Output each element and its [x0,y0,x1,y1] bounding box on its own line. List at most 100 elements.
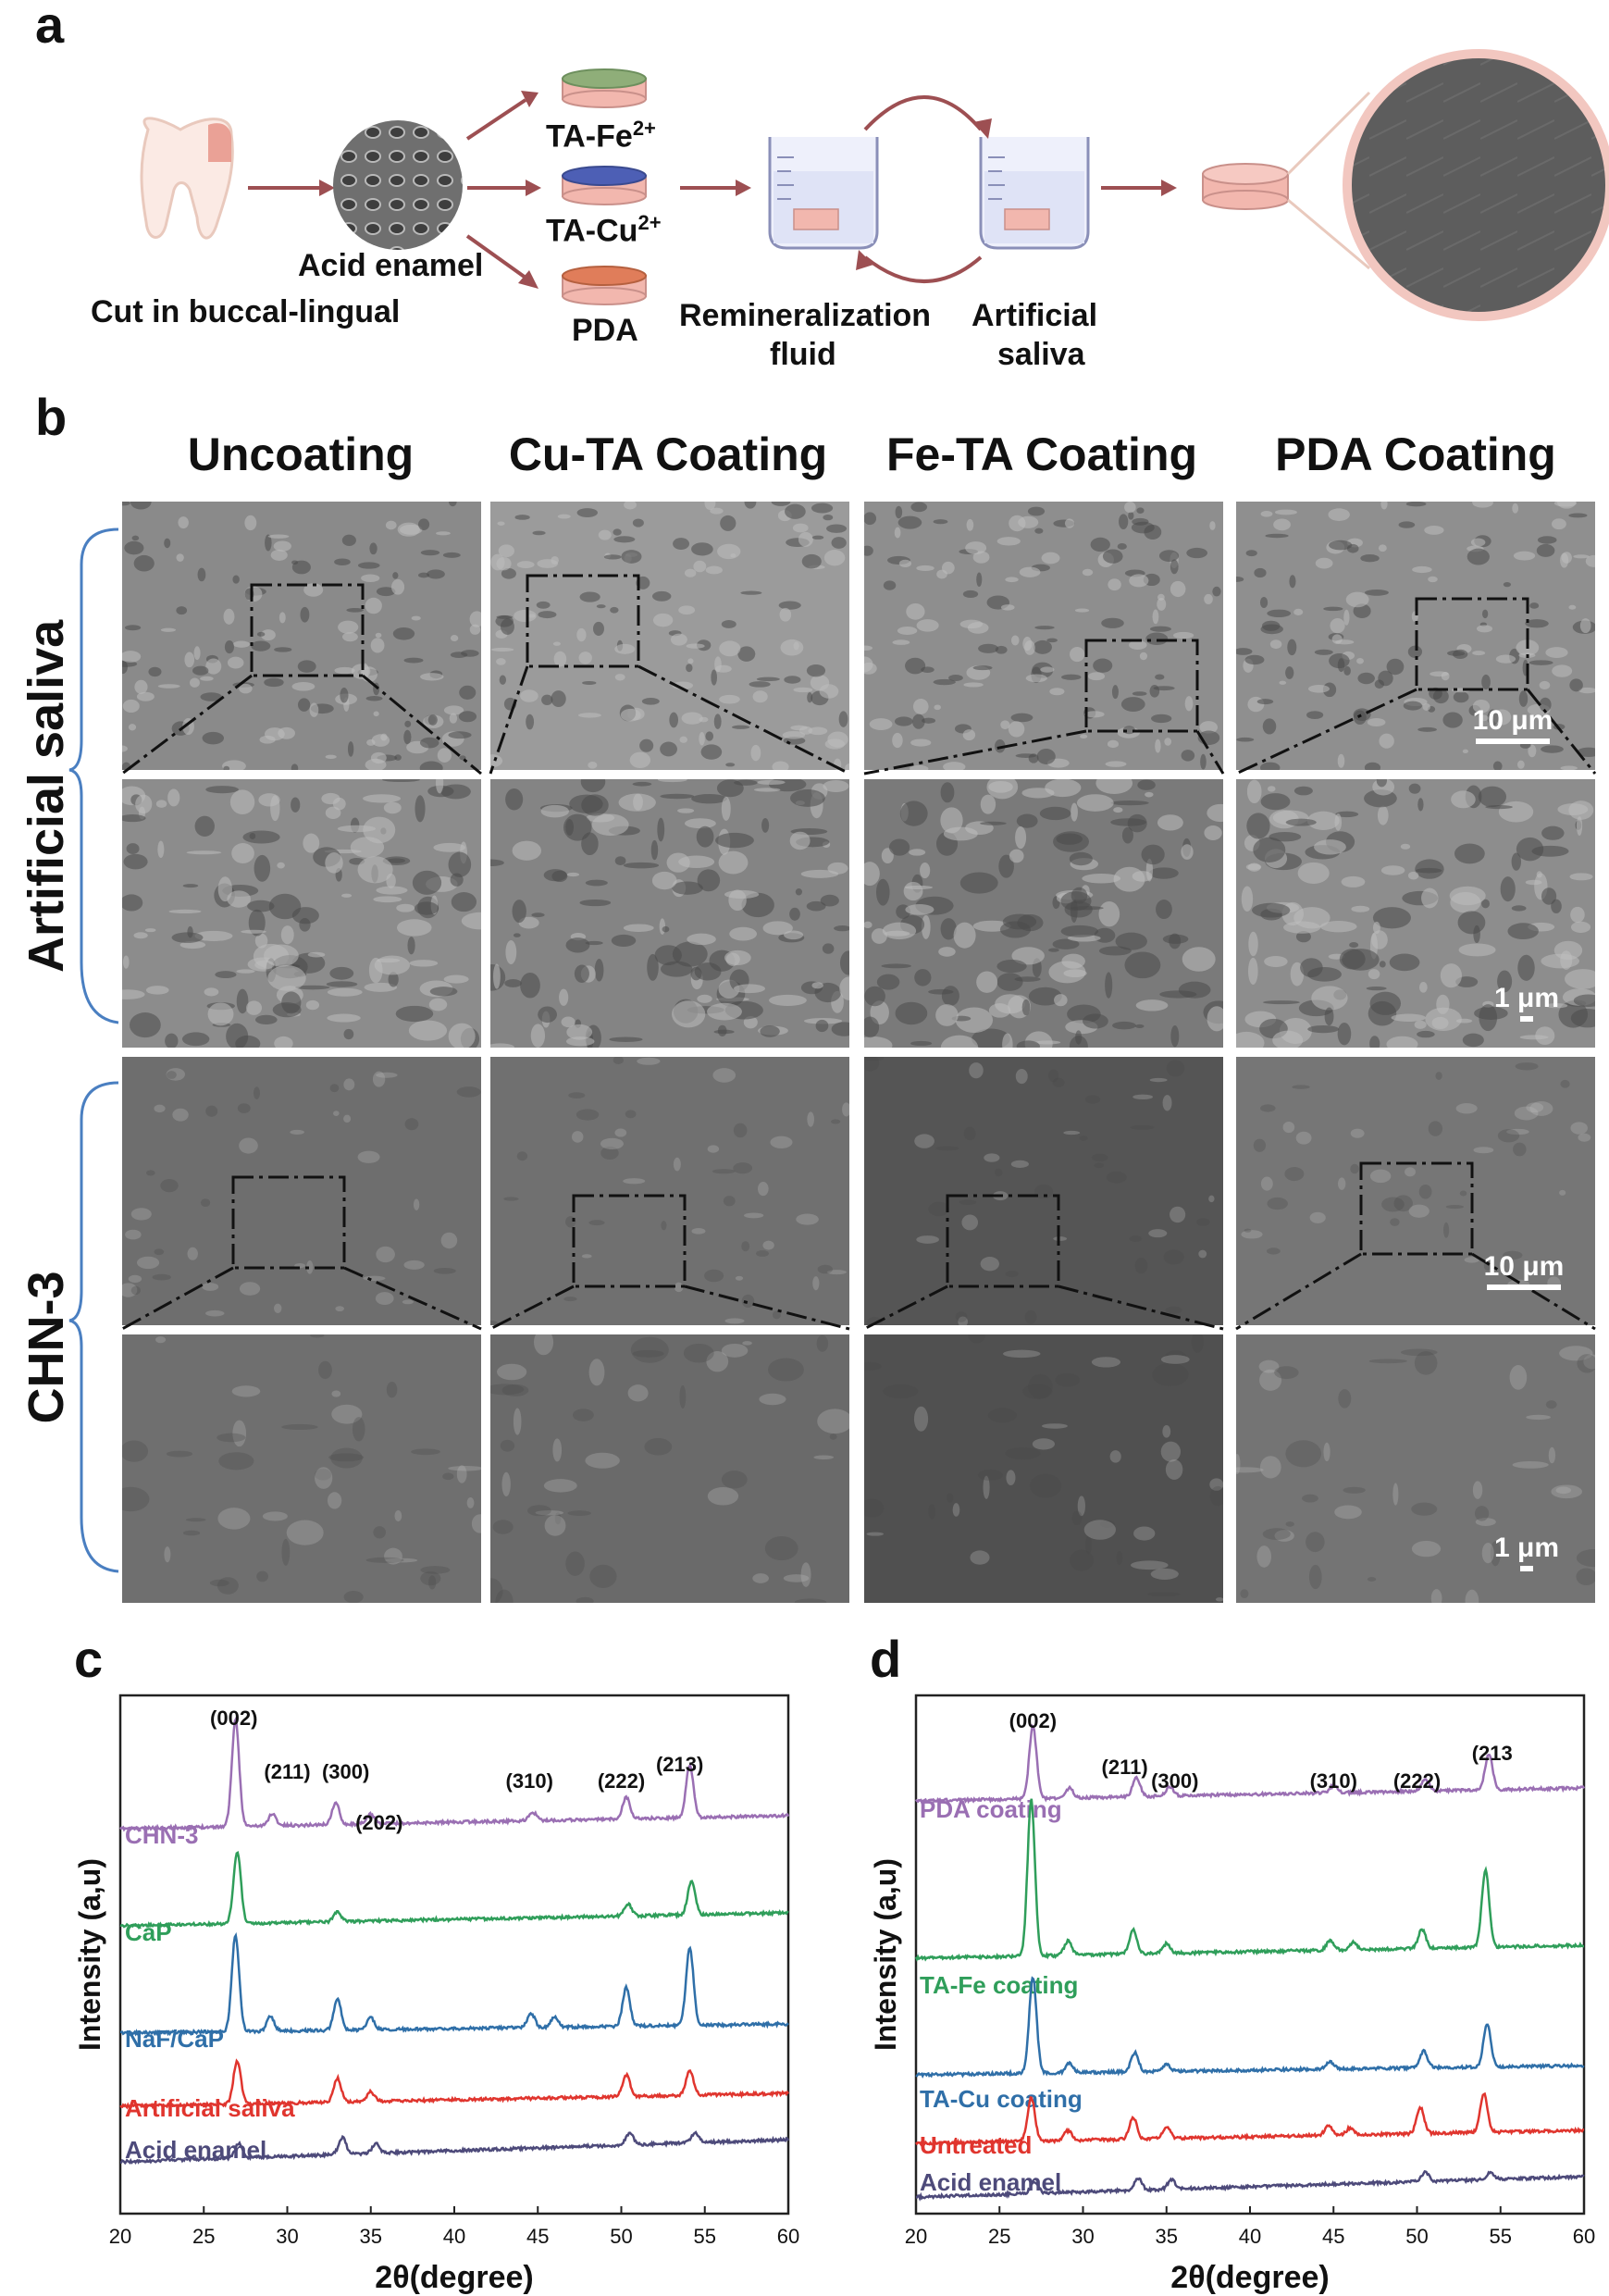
series-label: PDA coating [920,1795,1062,1823]
column-header-pda: PDA Coating [1275,428,1556,480]
x-axis-label: 2θ(degree) [1170,2260,1329,2295]
x-tick-label: 60 [777,2225,799,2248]
panel-label-b: b [35,388,68,446]
series-label: NaF/CaP [125,2025,224,2053]
peak-label: (002) [210,1706,257,1730]
series-line-1 [914,1798,1584,1962]
sem-image-r3-c1 [122,1057,481,1325]
x-tick-label: 45 [526,2225,549,2248]
x-tick-label: 20 [905,2225,927,2248]
y-axis-label: Intensity (a,u) [73,1858,106,2051]
sem-image-r3-c3 [864,1057,1223,1325]
coated-surface-sem-circle [1343,49,1609,321]
panel-label-c: c [74,1630,104,1688]
series-label: CaP [125,1918,172,1946]
cycle-arrow-icon [863,95,983,283]
peak-label: (300) [1151,1769,1198,1793]
x-tick-label: 35 [1156,2225,1178,2248]
x-tick-label: 30 [276,2225,298,2248]
row-braces [68,527,119,1573]
x-tick-label: 45 [1322,2225,1344,2248]
sem-image-r4-c3 [864,1334,1223,1603]
peak-label: (213) [656,1753,703,1776]
series-label: Untreated [920,2131,1032,2159]
remin-label-2: fluid [770,337,836,372]
peak-label: (300) [322,1760,369,1783]
peak-label: (202) [355,1811,402,1834]
scale-bar-10um-1: 10 μm [1462,705,1564,744]
panel-label-d: d [870,1630,902,1688]
peak-label: (211) [1102,1756,1148,1779]
sem-image-r1-c4 [1236,502,1595,770]
cut-label: Cut in buccal-lingual [91,294,401,329]
saliva-label-1: Artificial [972,298,1098,333]
series-label: TA-Fe coating [920,1971,1078,1999]
scale-bar-1um-2: 1 μm [1490,1533,1564,1571]
acid-enamel-icon [333,120,463,250]
series-label: Acid enamel [920,2168,1061,2196]
sem-image-r1-c2 [490,502,849,770]
coating-disc-cu-icon [562,166,647,205]
sem-image-r3-c4 [1236,1057,1595,1325]
arrow-icon [465,91,541,289]
peak-label: (310) [506,1769,553,1793]
series-line-3 [119,2058,790,2110]
series-line-3 [915,2091,1585,2147]
series-label: TA-Cu coating [920,2085,1083,2113]
coating-disc-pda-icon [562,266,647,305]
arrow-icon [248,180,335,196]
sem-image-r1-c3 [864,502,1223,770]
y-axis-label: Intensity (a,u) [869,1858,902,2051]
sem-image-r2-c1 [122,779,481,1048]
x-tick-label: 60 [1573,2225,1595,2248]
arrow-icon [680,180,751,196]
tooth-icon [140,117,234,240]
peak-label: (211) [264,1760,310,1783]
peak-label: (002) [1009,1709,1057,1732]
column-header-cu-ta: Cu-TA Coating [508,428,828,480]
series-line-0 [914,1723,1586,1805]
acid-enamel-label: Acid enamel [298,248,484,283]
peak-label: (222) [598,1769,645,1793]
sem-image-r4-c1 [122,1334,481,1603]
x-tick-label: 20 [109,2225,131,2248]
column-header-uncoating: Uncoating [187,428,415,480]
xrd-chart-c: 20 25 30 35 40 45 50 55 60 2θ(degree) Intensity (a… [73,1694,799,2295]
series-line-1 [119,1850,789,1929]
x-tick-label: 55 [1490,2225,1512,2248]
x-tick-label: 30 [1071,2225,1094,2248]
scale-bar-10um-2: 10 μm [1473,1251,1575,1290]
x-tick-label: 50 [1405,2225,1428,2248]
x-axis-label: 2θ(degree) [375,2260,533,2295]
sem-image-r3-c2 [490,1057,849,1325]
panel-label-a: a [35,0,65,54]
x-tick-label: 55 [694,2225,716,2248]
x-tick-label: 40 [443,2225,465,2248]
beaker-saliva-icon [979,137,1090,250]
peak-label: (310) [1310,1769,1357,1793]
x-tick-label: 25 [988,2225,1010,2248]
panel-a-schematic [140,49,1609,321]
series-line-2 [119,1931,789,2037]
coating-disc-fe-icon [562,68,647,108]
coating-label-cu: TA-Cu2+ [546,211,662,249]
series-line-0 [119,1716,790,1832]
series-label: Acid enamel [125,2136,266,2164]
xrd-chart-d: 20 25 30 35 40 45 50 55 60 2θ(degree) Intensity (a… [869,1694,1595,2295]
saliva-label-2: saliva [997,337,1085,372]
sem-image-r2-c2 [490,779,849,1048]
scale-bar-1um-1: 1 μm [1490,983,1564,1022]
sem-image-r2-c4 [1236,779,1595,1048]
x-tick-label: 50 [610,2225,632,2248]
beaker-remineralization-icon [768,137,879,250]
x-tick-label: 35 [360,2225,382,2248]
column-header-fe-ta: Fe-TA Coating [885,428,1198,480]
coating-label-pda: PDA [572,313,638,348]
series-label: CHN-3 [125,1821,198,1849]
sem-image-r4-c2 [490,1334,849,1603]
coating-label-fe: TA-Fe2+ [546,117,656,155]
series-line-2 [915,1976,1585,2079]
series-line-4 [915,2169,1585,2202]
peak-label: (213 [1472,1742,1513,1765]
sem-image-r2-c3 [864,779,1223,1048]
